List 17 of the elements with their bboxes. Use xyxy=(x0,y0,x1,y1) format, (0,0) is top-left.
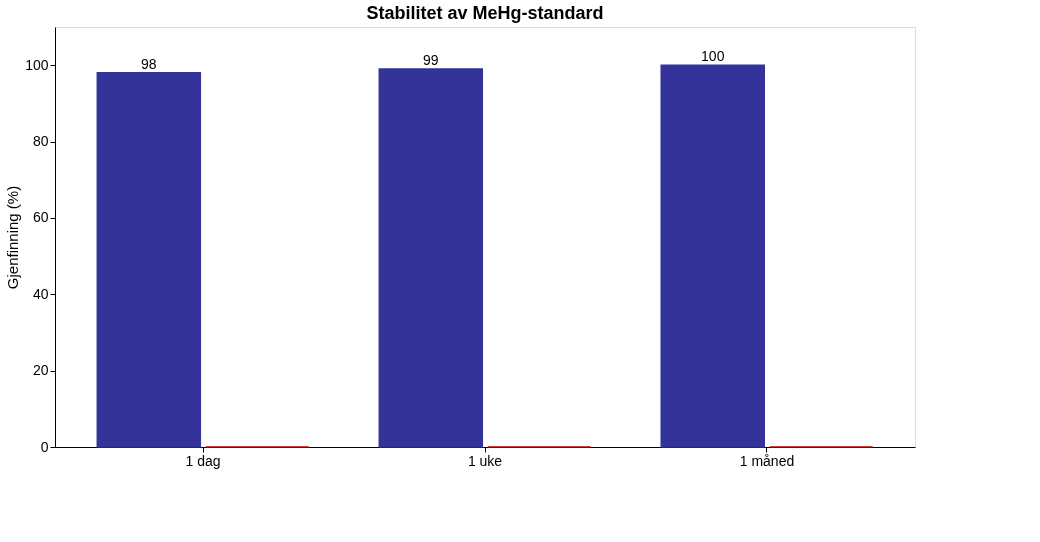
data-label: 99 xyxy=(422,52,439,68)
y-tick-label: 40 xyxy=(32,285,49,302)
bar xyxy=(378,68,484,448)
x-tick-label: 1 måned xyxy=(739,452,795,469)
bar xyxy=(660,64,766,448)
y-tick-label: 60 xyxy=(32,209,49,226)
y-tick-label: 80 xyxy=(32,133,49,150)
bar xyxy=(96,72,202,448)
y-axis-title: Gjenfinning (%) xyxy=(4,185,22,290)
y-tick-label: 0 xyxy=(40,438,49,455)
y-tick-label: 100 xyxy=(25,56,49,73)
x-tick-label: 1 dag xyxy=(185,452,221,469)
chart-title: Stabilitet av MeHg-standard xyxy=(366,3,604,23)
data-label: 98 xyxy=(141,55,157,72)
data-label: 100 xyxy=(701,48,725,65)
x-tick-label: 1 uke xyxy=(467,452,503,469)
y-tick-label: 20 xyxy=(32,362,49,379)
